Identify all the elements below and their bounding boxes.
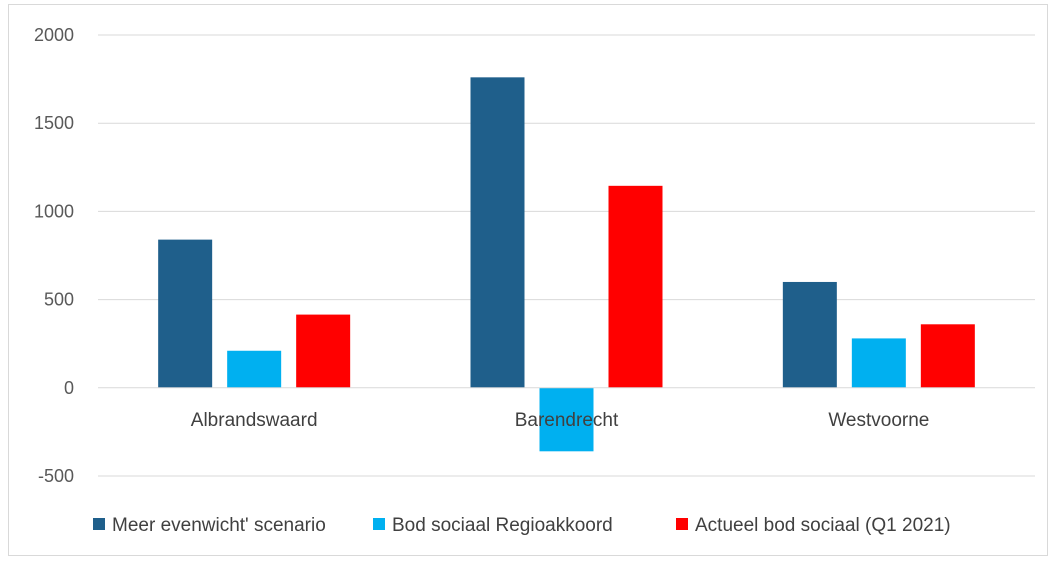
legend-swatch	[676, 518, 688, 530]
category-label: Barendrecht	[515, 410, 619, 431]
legend-swatch	[373, 518, 385, 530]
y-tick-label: 0	[64, 378, 74, 398]
category-label: Westvoorne	[828, 410, 929, 431]
gridlines	[98, 34, 1035, 477]
y-axis-tick-labels: 2000 1500 1000 500 0 -500	[34, 25, 74, 486]
bar	[539, 387, 594, 452]
bar	[470, 77, 525, 388]
legend-label: Actueel bod sociaal (Q1 2021)	[695, 515, 951, 536]
y-tick-label: 2000	[34, 25, 74, 45]
bar	[608, 185, 663, 388]
y-tick-label: 1000	[34, 201, 74, 221]
bar	[920, 324, 975, 388]
bar	[227, 350, 282, 388]
bar	[158, 239, 213, 388]
legend-swatch	[93, 518, 105, 530]
category-label: Albrandswaard	[191, 410, 318, 431]
y-tick-label: 500	[44, 290, 74, 310]
bar	[296, 314, 351, 388]
legend-label: Meer evenwicht' scenario	[112, 515, 326, 536]
y-tick-label: 1500	[34, 113, 74, 133]
y-tick-label: -500	[38, 466, 74, 486]
legend-label: Bod sociaal Regioakkoord	[392, 515, 613, 536]
bars	[158, 77, 975, 452]
legend: Meer evenwicht' scenario Bod sociaal Regi…	[93, 515, 951, 536]
category-labels: Albrandswaard Barendrecht Westvoorne	[191, 410, 930, 431]
bar	[782, 281, 837, 388]
bar	[851, 338, 906, 388]
